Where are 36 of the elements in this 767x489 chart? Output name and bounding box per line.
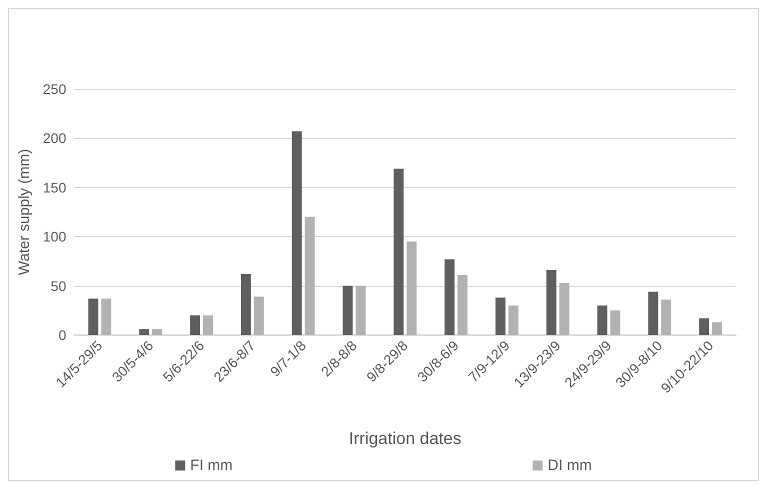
bar [406,242,417,335]
bar [712,322,722,335]
bar [190,315,200,335]
bar [254,296,264,335]
legend-label: FI mm [190,457,233,474]
bar [559,282,570,335]
x-axis-title: Irrigation dates [348,429,462,448]
bar [394,168,404,335]
y-axis-title: Water supply (mm) [16,148,33,276]
bar [597,305,608,335]
legend-label: DI mm [548,457,592,474]
bar [356,286,366,335]
y-tick-label: 50 [50,278,66,294]
bar [610,310,620,335]
bar [495,298,506,335]
bar [152,329,162,335]
y-tick-label: 200 [42,130,66,146]
bar [304,216,315,335]
bar [508,305,518,335]
bar [444,259,455,335]
bar [101,298,112,335]
y-tick-label: 0 [58,327,66,343]
y-tick-label: 100 [42,228,66,245]
bar [458,274,468,335]
y-tick-label: 250 [42,81,66,97]
bar [648,292,658,335]
bar [342,286,353,335]
bar [546,270,556,335]
bar [292,131,302,335]
bar [88,298,98,335]
bar [661,300,672,335]
bar [203,315,213,335]
bar [699,318,710,335]
bar [240,274,251,335]
bar [139,329,150,335]
y-tick-label: 150 [42,179,66,196]
